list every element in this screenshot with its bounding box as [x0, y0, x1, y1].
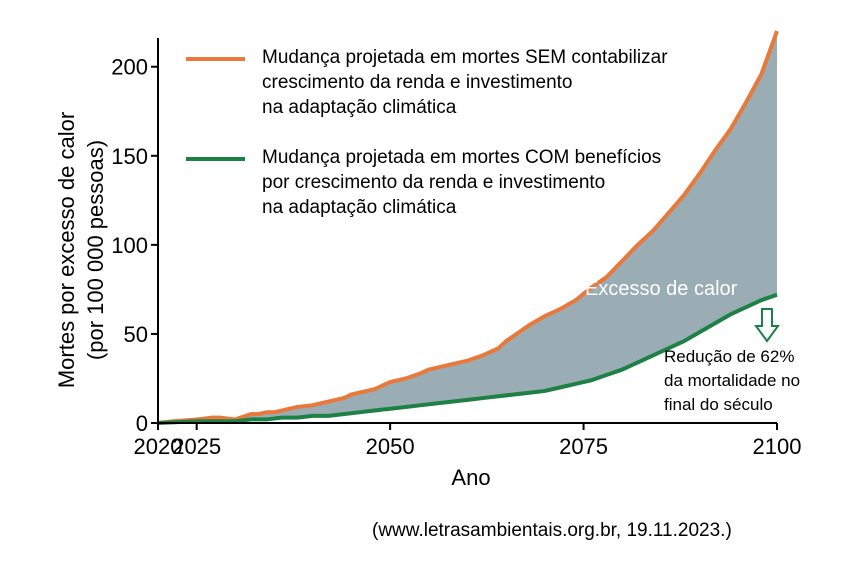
y-tick-label: 50 [124, 322, 148, 347]
annotation-line1: Redução de 62% [664, 347, 794, 366]
down-arrow-icon [754, 308, 780, 343]
legend-label-com-line2: por crescimento da renda e investimento [262, 172, 605, 193]
legend-label-sem-line1: Mudança projetada em mortes SEM contabil… [262, 47, 668, 68]
legend-label-sem-line2: crescimento da renda e investimento [262, 72, 573, 93]
legend: Mudança projetada em mortes SEM contabil… [186, 47, 668, 218]
x-tick-label: 2075 [559, 434, 608, 459]
y-ticks: 0 50 100 150 200 [111, 55, 158, 436]
excess-heat-fill-area [158, 31, 777, 423]
x-tick-label: 2025 [172, 434, 221, 459]
series-line-com [157, 292, 778, 425]
fill-area-label: Excesso de calor [585, 278, 738, 300]
y-tick-label: 200 [111, 55, 148, 80]
source-citation: (www.letrasambientais.org.br, 19.11.2023… [372, 520, 732, 541]
x-tick-label: 2020 [134, 434, 183, 459]
legend-label-sem-line3: na adaptação climática [262, 97, 457, 118]
y-axis-label-unit: (por 100 000 pessoas) [83, 140, 108, 360]
legend-label-com-line1: Mudança projetada em mortes COM benefíci… [262, 147, 661, 168]
y-tick-label: 100 [111, 233, 148, 258]
annotation-line2: da mortalidade no [664, 371, 800, 390]
x-axis-label: Ano [451, 465, 490, 490]
x-tick-label: 2100 [753, 434, 802, 459]
series-line-sem [157, 30, 779, 425]
y-tick-label: 150 [111, 144, 148, 169]
y-tick-label: 0 [136, 411, 148, 436]
legend-label-com-line3: na adaptação climática [262, 197, 457, 218]
x-tick-label: 2050 [366, 434, 415, 459]
annotation-line3: final do século [664, 395, 773, 414]
y-axis-label: Mortes por excesso de calor [54, 112, 79, 388]
